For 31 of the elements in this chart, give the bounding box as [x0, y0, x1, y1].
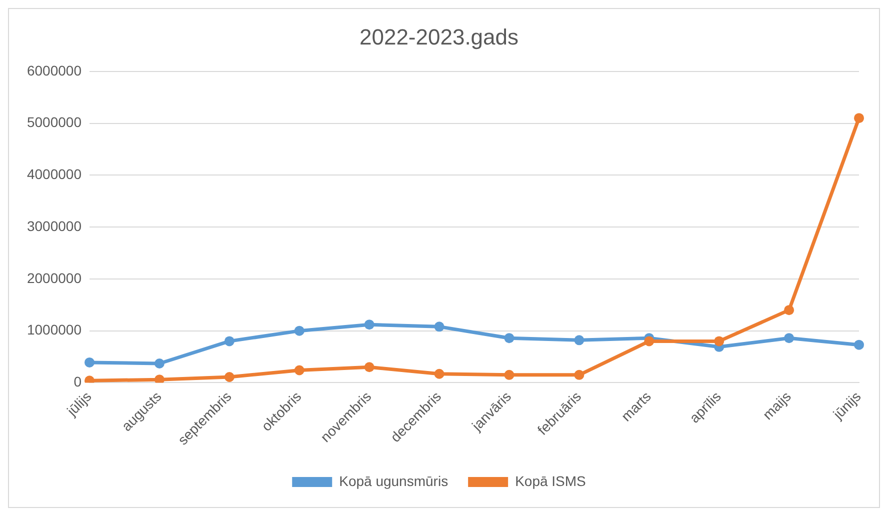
- point: [294, 365, 304, 376]
- point: [504, 333, 514, 344]
- chart-title: 2022-2023.gads: [359, 24, 519, 50]
- point: [574, 370, 584, 380]
- point: [504, 370, 514, 380]
- point: [84, 357, 95, 368]
- point: [714, 336, 724, 346]
- y-tick-label: 3000000: [26, 218, 82, 234]
- legend-label: Kopā ugunsmūris: [339, 472, 448, 489]
- point: [434, 368, 444, 379]
- y-tick-label: 4000000: [26, 166, 82, 182]
- y-tick-label: 6000000: [26, 62, 82, 78]
- point: [854, 340, 864, 350]
- y-tick-label: 5000000: [26, 114, 82, 130]
- y-tick-label: 2000000: [26, 270, 82, 286]
- y-tick-label: 1000000: [26, 322, 82, 338]
- point: [154, 358, 164, 369]
- point: [574, 335, 584, 346]
- point: [784, 305, 794, 316]
- point: [224, 372, 234, 382]
- point: [224, 336, 234, 346]
- point: [784, 333, 794, 344]
- y-tick-label: 0: [74, 374, 82, 390]
- point: [644, 336, 654, 346]
- point: [364, 362, 374, 372]
- point: [294, 326, 304, 336]
- legend-label: Kopā ISMS: [515, 472, 586, 489]
- point: [154, 374, 164, 383]
- point: [434, 322, 444, 332]
- point: [854, 113, 864, 124]
- point: [364, 320, 374, 330]
